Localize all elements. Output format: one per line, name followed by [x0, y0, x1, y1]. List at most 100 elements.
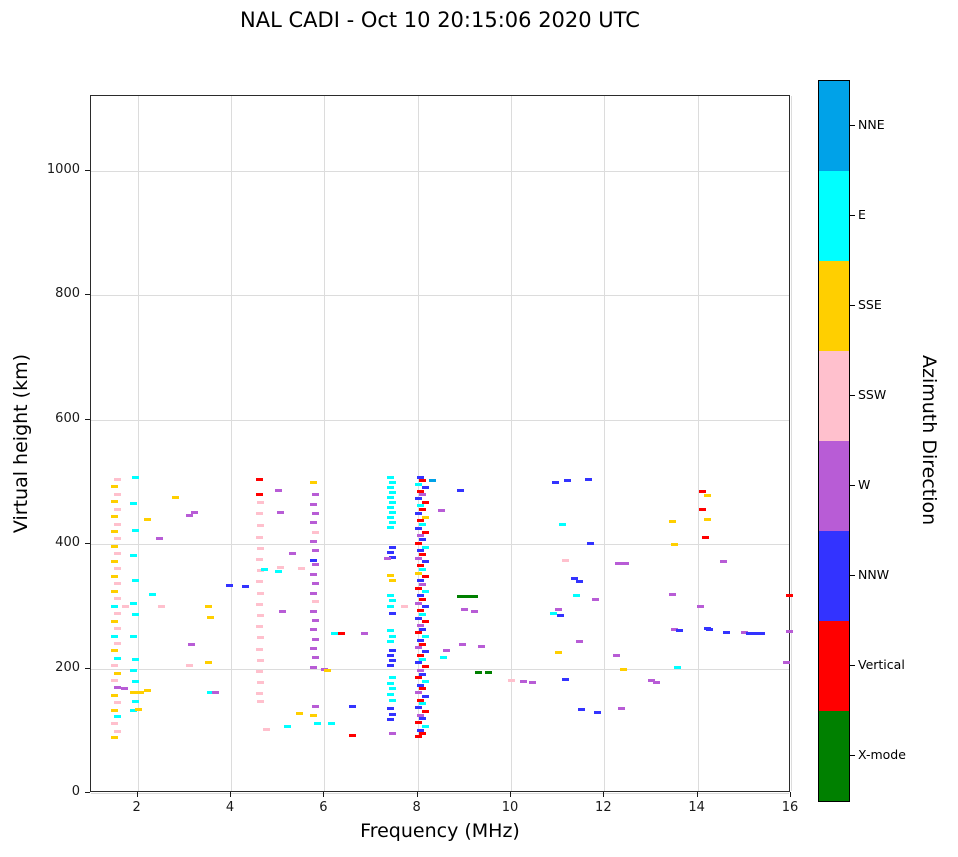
data-point	[148, 592, 156, 596]
data-point	[704, 493, 711, 497]
data-point	[414, 526, 422, 530]
data-point	[617, 706, 625, 710]
data-point	[130, 690, 137, 694]
data-point	[428, 478, 436, 482]
y-tick-label: 800	[55, 286, 80, 302]
data-point	[414, 482, 422, 486]
data-point	[256, 493, 263, 497]
data-point	[309, 628, 317, 632]
data-point	[113, 492, 121, 496]
colorbar-label-sse: SSE	[858, 297, 882, 312]
data-point	[263, 727, 270, 731]
data-point	[111, 604, 119, 608]
colorbar-tick	[850, 665, 855, 666]
data-point	[669, 520, 676, 524]
data-point	[144, 518, 151, 522]
data-point	[652, 681, 660, 685]
data-point	[386, 475, 394, 479]
data-point	[256, 692, 263, 696]
colorbar-segment-e	[819, 171, 849, 261]
data-point	[389, 545, 396, 549]
data-point	[578, 707, 585, 711]
chart-title: NAL CADI - Oct 10 20:15:06 2020 UTC	[240, 8, 640, 32]
data-point	[386, 594, 394, 598]
data-point	[564, 478, 571, 482]
data-point	[475, 670, 483, 674]
data-point	[256, 500, 264, 504]
x-tick-mark	[790, 792, 791, 797]
data-point	[414, 721, 422, 725]
data-point	[414, 734, 422, 738]
data-point	[111, 664, 119, 668]
data-point	[389, 555, 396, 559]
y-tick-label: 200	[55, 659, 80, 675]
data-point	[615, 561, 623, 565]
data-point	[312, 704, 319, 708]
data-point	[389, 520, 396, 524]
data-point	[552, 480, 560, 484]
x-gridline	[791, 96, 792, 791]
x-gridline	[137, 96, 139, 791]
data-point	[419, 732, 427, 736]
colorbar-tick	[850, 125, 855, 126]
x-gridline	[511, 96, 512, 791]
data-point	[508, 679, 515, 683]
data-point	[277, 510, 284, 514]
data-point	[419, 582, 427, 586]
data-point	[417, 564, 424, 568]
data-point	[557, 614, 564, 618]
data-point	[389, 599, 396, 603]
data-point	[113, 552, 121, 556]
data-point	[671, 628, 679, 632]
data-point	[132, 529, 140, 533]
data-point	[421, 665, 429, 669]
data-point	[256, 569, 264, 573]
data-point	[741, 631, 749, 635]
data-point	[361, 632, 368, 636]
colorbar-segment-ssw	[819, 351, 849, 441]
data-point	[256, 558, 263, 561]
data-point	[414, 511, 422, 515]
data-point	[111, 708, 119, 712]
data-point	[111, 649, 119, 653]
data-point	[414, 691, 422, 695]
data-point	[701, 536, 709, 540]
data-point	[130, 601, 137, 605]
data-point	[309, 558, 317, 562]
data-point	[414, 661, 422, 665]
data-point	[312, 511, 319, 515]
y-axis-label-wrap: Virtual height (km)	[6, 95, 36, 792]
data-point	[753, 632, 760, 636]
data-point	[421, 485, 429, 489]
colorbar-label-ssw: SSW	[858, 387, 887, 402]
data-point	[417, 519, 424, 523]
data-point	[421, 545, 429, 549]
colorbar-tick	[850, 395, 855, 396]
data-point	[256, 524, 264, 528]
data-point	[554, 607, 562, 611]
data-point	[312, 530, 319, 534]
x-gridline	[417, 96, 419, 791]
data-point	[463, 595, 471, 599]
data-point	[113, 701, 121, 705]
colorbar-label-x: X-mode	[858, 747, 906, 762]
data-point	[386, 525, 394, 529]
data-point	[309, 591, 317, 595]
data-point	[561, 558, 569, 562]
data-point	[419, 493, 427, 497]
colorbar-label-w: W	[858, 477, 871, 492]
data-point	[113, 612, 121, 616]
data-point	[386, 550, 394, 554]
data-point	[386, 574, 394, 578]
data-point	[386, 485, 394, 489]
data-point	[111, 574, 119, 578]
y-tick-label: 400	[55, 535, 80, 551]
data-point	[419, 642, 427, 646]
data-point	[113, 642, 121, 646]
data-point	[459, 642, 466, 646]
data-point	[594, 711, 602, 715]
data-point	[386, 653, 394, 657]
data-point	[256, 546, 264, 550]
data-point	[575, 579, 583, 583]
data-point	[386, 628, 394, 632]
